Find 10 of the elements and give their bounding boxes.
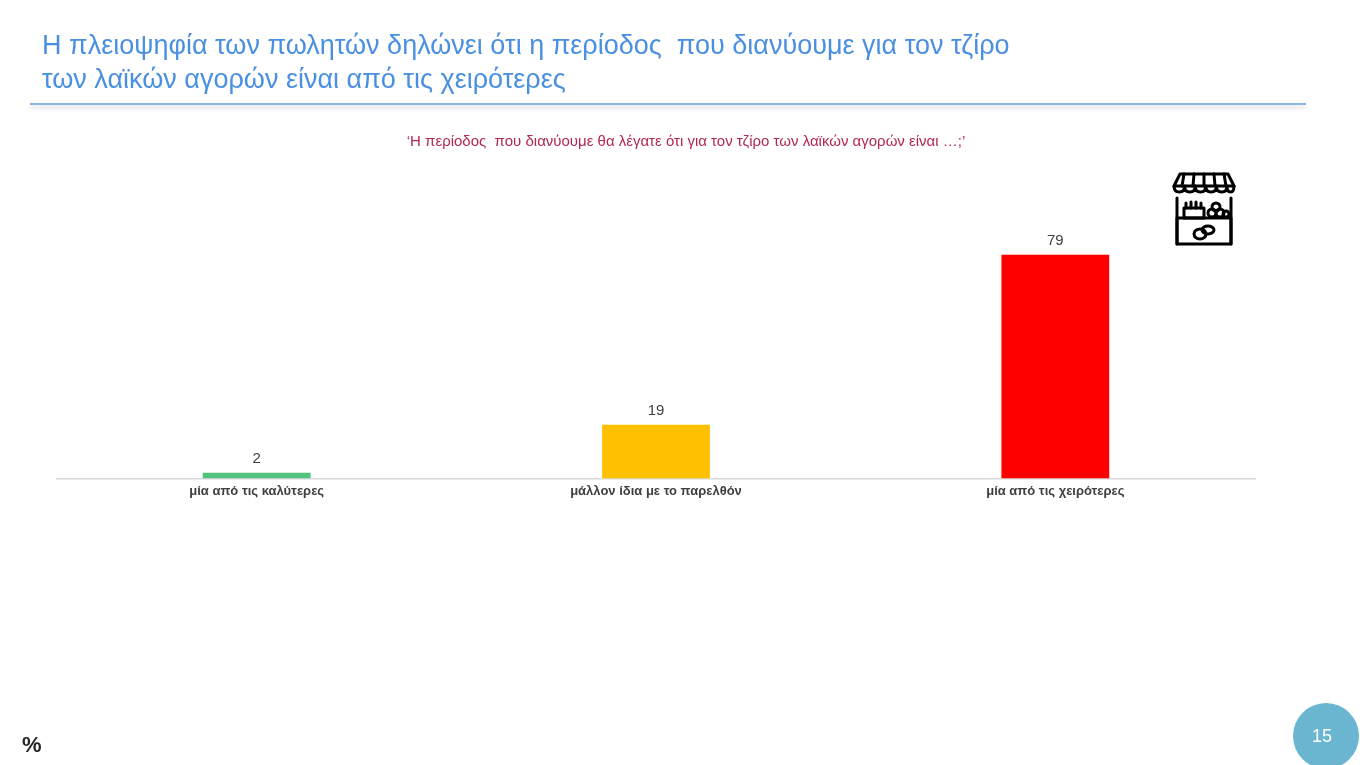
text: 15 <box>1312 726 1333 747</box>
chart-title: Η πλειοψηφία των πωλητών δηλώνει ότι η περίοδος που διανύουμε για τον τζίρο των λαϊκών αγορών είναι από τις χειρότερες <box>42 29 1011 96</box>
data-label: 19 <box>647 401 665 419</box>
x-tick-label: μία από τις χειρότερες <box>986 482 1125 498</box>
chart-subtitle: ‘Η περίοδος που διανύουμε θα λέγατε ότι για τον τζίρο των λαϊκών αγορών είναι …;’ <box>405 132 967 149</box>
x-tick-label: μία από τις καλύτερες <box>189 482 325 498</box>
x-tick-label: μάλλον ίδια με το παρελθόν <box>570 482 742 498</box>
data-label: 79 <box>1046 231 1064 249</box>
text: % <box>22 732 42 758</box>
data-label: 2 <box>252 449 261 467</box>
